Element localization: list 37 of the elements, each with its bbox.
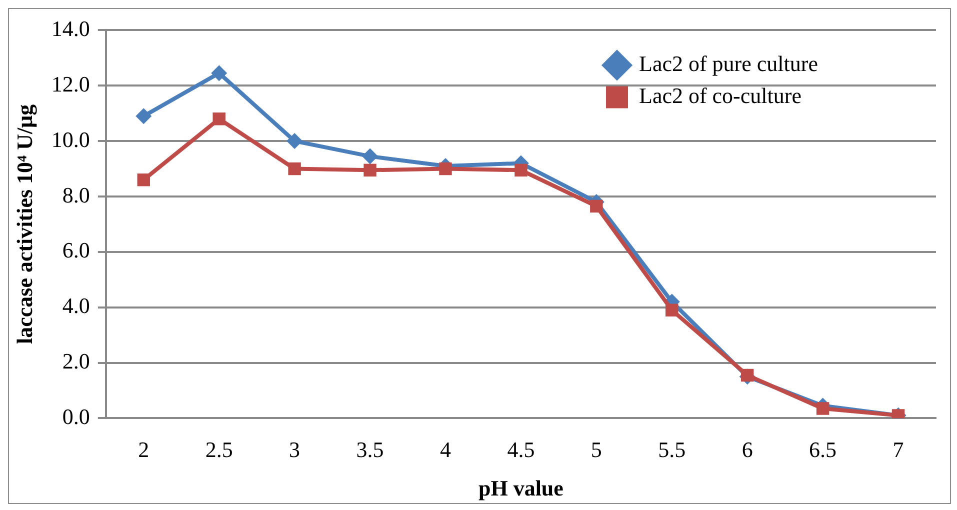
x-tick-label: 7 [892, 437, 904, 462]
point [816, 402, 830, 415]
x-axis-title: pH value [478, 475, 564, 500]
point [514, 164, 528, 177]
point [212, 112, 226, 126]
x-tick-label: 2 [138, 437, 150, 462]
point [288, 162, 301, 176]
y-tick-label: 2.0 [62, 348, 90, 374]
x-tick-label: 4.5 [507, 437, 535, 462]
y-tick-label: 6.0 [62, 238, 90, 263]
x-tick-label: 3 [289, 437, 300, 462]
x-tick-label: 2.5 [205, 437, 233, 462]
y-tick-label: 14.0 [51, 16, 90, 41]
point [364, 164, 376, 177]
point [590, 200, 603, 213]
point [211, 65, 228, 82]
point [137, 173, 150, 186]
x-tick-label: 6 [742, 437, 753, 462]
point [439, 162, 452, 176]
point [666, 304, 678, 316]
point [136, 108, 152, 124]
y-tick-label: 12.0 [51, 71, 90, 96]
point [286, 133, 303, 150]
y-axis-title: laccase activities 10⁴ U/μg [12, 104, 37, 344]
legend-label: Lac2 of co-culture [639, 82, 802, 108]
x-tick-label: 6.5 [809, 437, 837, 462]
y-tick-label: 4.0 [62, 293, 90, 318]
x-tick-label: 5.5 [658, 437, 686, 462]
point [740, 368, 754, 382]
y-tick-label: 0.0 [62, 404, 90, 429]
x-tick-label: 4 [440, 437, 451, 462]
y-tick-label: 8.0 [62, 182, 90, 208]
legend-label: Lac2 of pure culture [639, 50, 818, 76]
y-tick-label: 10.0 [51, 126, 90, 152]
x-tick-label: 3.5 [356, 437, 384, 462]
point [362, 148, 378, 164]
x-tick-label: 5 [590, 437, 602, 462]
